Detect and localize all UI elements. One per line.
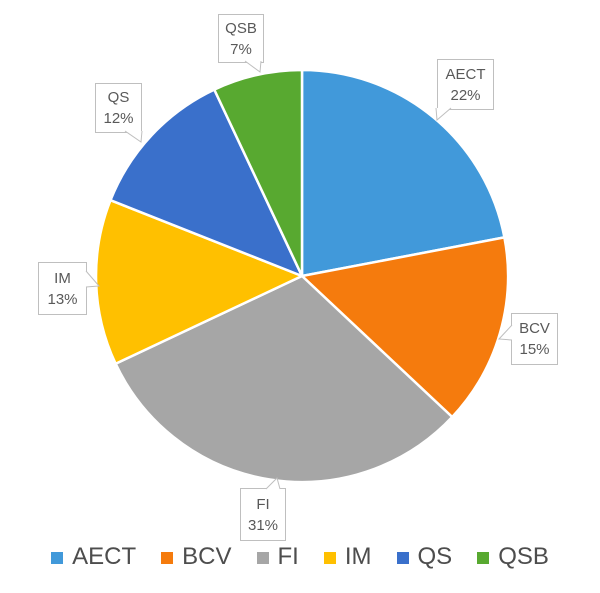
data-label-percent: 22% bbox=[450, 86, 481, 104]
legend-label: QSB bbox=[498, 543, 549, 570]
data-label-category: AECT bbox=[445, 65, 486, 83]
legend-swatch-aect bbox=[51, 552, 64, 564]
legend-label: BCV bbox=[182, 543, 232, 570]
data-label-qsb[interactable]: QSB 7% bbox=[218, 14, 264, 73]
legend-swatch-bcv bbox=[161, 552, 174, 564]
legend-item-im[interactable]: IM bbox=[323, 543, 372, 571]
pie-slice-qsb[interactable] bbox=[213, 68, 304, 278]
data-label-im[interactable]: IM 13% bbox=[38, 262, 101, 315]
data-label-percent: 7% bbox=[230, 40, 252, 58]
callout-pointer-icon bbox=[85, 270, 101, 288]
legend-swatch-qsb bbox=[477, 552, 490, 564]
pie-slice-fi[interactable] bbox=[114, 274, 454, 484]
legend-label: AECT bbox=[72, 543, 137, 570]
legend-item-aect[interactable]: AECT bbox=[51, 543, 136, 571]
data-label-bcv[interactable]: BCV 15% bbox=[497, 313, 558, 365]
data-label-category: IM bbox=[54, 269, 71, 287]
legend-label: QS bbox=[417, 543, 453, 570]
data-label-aect[interactable]: AECT 22% bbox=[435, 59, 494, 122]
callout-pointer-icon bbox=[124, 130, 143, 143]
data-label-percent: 13% bbox=[47, 290, 78, 308]
legend-item-qs[interactable]: QS bbox=[396, 543, 453, 571]
data-label-fi[interactable]: FI 31% bbox=[240, 477, 286, 541]
legend-item-fi[interactable]: FI bbox=[256, 543, 299, 571]
data-label-qs[interactable]: QS 12% bbox=[95, 83, 143, 143]
callout-pointer-icon bbox=[497, 324, 513, 341]
legend-label: IM bbox=[344, 543, 372, 570]
callout-pointer-icon bbox=[265, 477, 281, 490]
legend: AECT BCV FI IM QS QSB bbox=[0, 541, 600, 573]
legend-item-qsb[interactable]: QSB bbox=[477, 543, 549, 571]
data-label-percent: 15% bbox=[519, 341, 550, 358]
data-label-category: BCV bbox=[519, 320, 550, 337]
data-label-percent: 31% bbox=[247, 516, 279, 534]
legend-item-bcv[interactable]: BCV bbox=[161, 543, 232, 571]
pie-slice-aect[interactable] bbox=[300, 68, 506, 278]
legend-swatch-fi bbox=[256, 552, 269, 564]
callout-pointer-icon bbox=[435, 107, 452, 122]
data-label-category: FI bbox=[256, 495, 270, 513]
data-label-category: QS bbox=[107, 89, 130, 106]
data-label-category: QSB bbox=[225, 19, 257, 37]
callout-pointer-icon bbox=[244, 60, 262, 73]
legend-label: FI bbox=[277, 543, 299, 570]
legend-swatch-qs bbox=[396, 552, 409, 564]
legend-swatch-im bbox=[323, 552, 336, 564]
pie-slice-qs[interactable] bbox=[109, 88, 304, 278]
pie-slice-bcv[interactable] bbox=[300, 236, 510, 419]
data-label-percent: 12% bbox=[103, 110, 134, 127]
